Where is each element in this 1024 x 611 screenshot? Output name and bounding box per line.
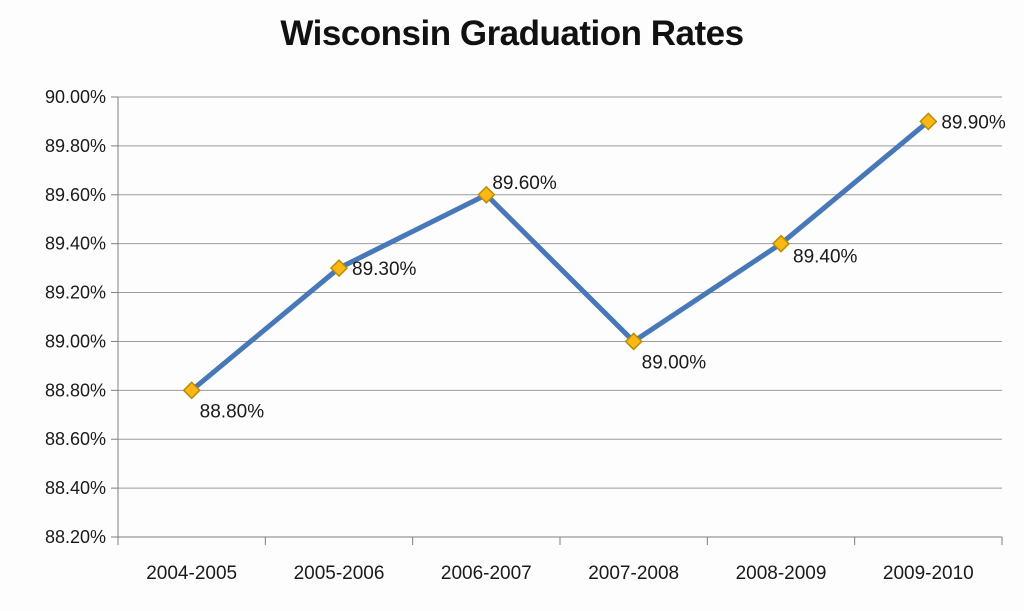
y-tick-label: 89.80% [45, 136, 106, 156]
y-tick-label: 88.20% [45, 527, 106, 547]
y-tick-label: 89.20% [45, 283, 106, 303]
data-point-label: 89.90% [941, 112, 1006, 133]
x-axis-label: 2007-2008 [588, 563, 679, 584]
data-point-marker [624, 332, 643, 351]
y-tick-label: 89.60% [45, 185, 106, 205]
x-axis-label: 2008-2009 [736, 563, 827, 584]
data-point-marker [771, 234, 791, 253]
y-tick-label: 88.60% [45, 429, 106, 449]
data-point-marker [477, 185, 496, 204]
data-point-label: 88.80% [200, 401, 265, 422]
data-point-marker [182, 381, 201, 400]
x-axis-label: 2005-2006 [294, 563, 385, 584]
series-line [189, 118, 931, 393]
data-point-label: 89.60% [492, 173, 557, 194]
x-axis-label: 2006-2007 [441, 563, 532, 584]
y-tick-label: 88.80% [45, 380, 106, 400]
y-tick-label: 90.00% [45, 87, 106, 107]
x-axis-label: 2004-2005 [146, 563, 237, 584]
y-tick-label: 89.40% [45, 234, 106, 254]
data-point-label: 89.40% [793, 247, 858, 268]
chart-title: Wisconsin Graduation Rates [280, 14, 744, 53]
data-point-marker [329, 259, 349, 278]
x-axis-label: 2009-2010 [883, 563, 974, 584]
data-point-label: 89.30% [352, 259, 417, 280]
y-tick-label: 88.40% [45, 478, 106, 498]
y-tick-label: 89.00% [45, 331, 106, 351]
data-point-label: 89.00% [642, 352, 707, 373]
data-point-marker [919, 112, 938, 131]
